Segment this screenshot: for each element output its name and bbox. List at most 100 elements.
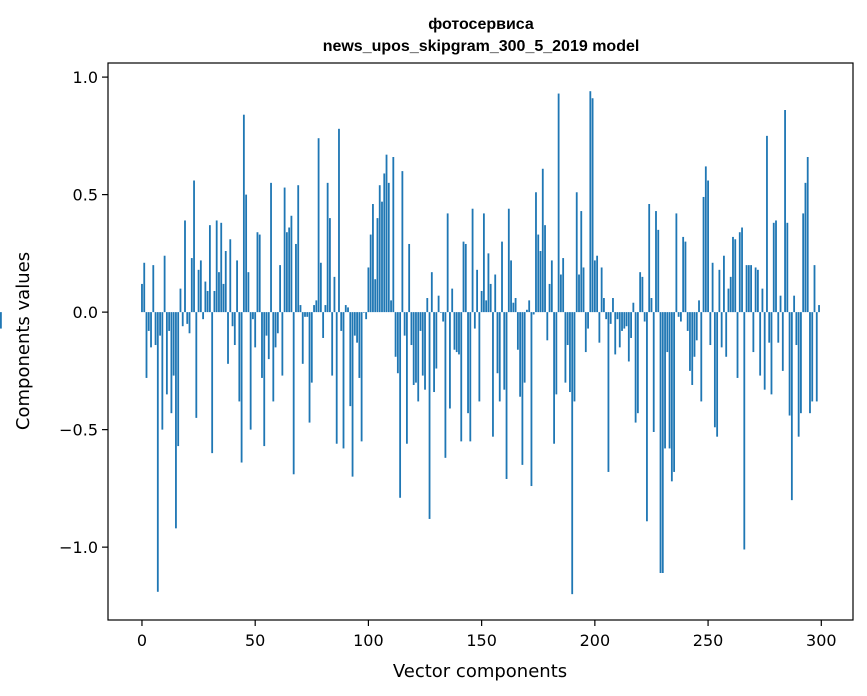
- bar: [394, 312, 397, 357]
- bar: [213, 290, 216, 313]
- bar: [453, 312, 456, 350]
- bar: [376, 218, 379, 313]
- bar: [655, 211, 657, 313]
- bar: [571, 312, 574, 595]
- bar: [598, 312, 601, 343]
- bar: [331, 312, 334, 376]
- bar: [156, 312, 159, 592]
- bar: [569, 312, 571, 393]
- bar: [752, 312, 755, 353]
- bar: [324, 305, 327, 313]
- bar: [564, 312, 567, 383]
- bar: [589, 91, 592, 313]
- bar: [487, 253, 490, 313]
- bar: [242, 114, 245, 313]
- bar: [362, 312, 365, 313]
- bar: [532, 312, 535, 315]
- bar: [340, 312, 343, 331]
- bar: [516, 312, 519, 350]
- bar: [709, 312, 712, 346]
- bar: [374, 279, 377, 313]
- bar: [537, 234, 540, 313]
- y-tick-label: −1.0: [59, 538, 98, 557]
- bar: [815, 312, 818, 402]
- y-tick-label: 0.5: [73, 186, 98, 205]
- bar: [172, 312, 175, 376]
- y-tick-label: 1.0: [73, 68, 98, 87]
- bar: [759, 312, 762, 376]
- bar: [308, 312, 311, 423]
- bar: [652, 312, 655, 432]
- bar: [297, 185, 300, 313]
- bar: [322, 312, 325, 338]
- bar: [435, 312, 438, 369]
- bar: [768, 312, 771, 343]
- bar: [358, 312, 361, 378]
- bar: [797, 312, 800, 437]
- bar: [770, 312, 773, 395]
- bar: [573, 312, 576, 402]
- bar: [723, 255, 725, 313]
- bar: [437, 295, 440, 313]
- bar: [347, 307, 349, 313]
- bar: [659, 312, 662, 573]
- bar: [464, 243, 467, 313]
- bar: [295, 243, 297, 313]
- bar: [614, 312, 617, 355]
- bar: [471, 208, 474, 313]
- bar: [603, 298, 605, 313]
- bar: [233, 312, 236, 346]
- bar: [265, 312, 268, 336]
- bar: [591, 98, 594, 313]
- bar: [725, 312, 728, 357]
- bar: [632, 302, 635, 313]
- bar: [424, 312, 426, 390]
- bar: [795, 312, 798, 346]
- bar: [501, 241, 503, 313]
- bar: [224, 251, 227, 313]
- bar: [661, 312, 664, 573]
- bar: [754, 267, 757, 313]
- bar: [449, 312, 451, 409]
- bar: [467, 312, 469, 414]
- bar: [704, 166, 707, 313]
- bar: [396, 312, 399, 374]
- bar: [686, 312, 689, 331]
- chart-title: фотосервиса: [428, 16, 534, 33]
- bar: [639, 272, 642, 313]
- bar: [469, 312, 472, 442]
- bar: [462, 241, 465, 313]
- bar-series: [0, 91, 820, 595]
- bar: [152, 265, 155, 313]
- bar: [535, 192, 537, 313]
- bar: [170, 312, 173, 414]
- bar: [772, 222, 775, 313]
- bar: [204, 281, 207, 313]
- bar: [476, 269, 479, 313]
- bar: [582, 267, 585, 313]
- bar: [666, 312, 669, 353]
- y-tick-label: −0.5: [59, 421, 98, 440]
- bar: [181, 312, 184, 327]
- bar: [492, 312, 494, 437]
- bar: [627, 312, 630, 362]
- bar: [426, 298, 429, 313]
- bar: [279, 265, 281, 313]
- bar: [612, 298, 614, 313]
- bar: [283, 187, 286, 313]
- bar: [276, 312, 279, 334]
- bar: [199, 260, 202, 313]
- bar: [485, 300, 488, 313]
- bar: [473, 312, 476, 329]
- bar: [657, 229, 660, 313]
- bar: [288, 227, 291, 313]
- bar: [188, 312, 191, 334]
- bar: [634, 312, 637, 423]
- bar: [489, 283, 492, 313]
- bar: [161, 312, 164, 430]
- bar: [507, 208, 510, 313]
- bar: [643, 312, 646, 322]
- bar: [292, 312, 295, 475]
- bar: [779, 295, 782, 313]
